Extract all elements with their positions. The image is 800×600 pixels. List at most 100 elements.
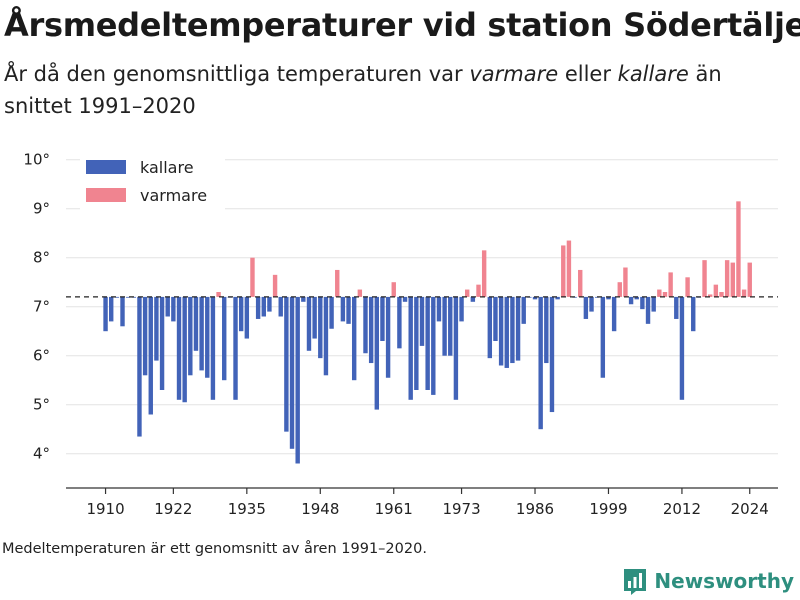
bar-1931 (222, 296, 227, 381)
subtitle-cold-word: kallare (617, 62, 689, 86)
bar-1935 (244, 296, 250, 339)
bar-1981 (504, 296, 509, 368)
bar-1934 (238, 296, 244, 332)
bar-1948 (318, 296, 323, 359)
legend-swatch-kallare (86, 160, 126, 174)
bar-1938 (261, 296, 266, 317)
bar-1978 (487, 296, 493, 359)
bar-2012 (679, 296, 685, 400)
bar-2005 (640, 296, 645, 310)
bar-1971 (448, 296, 453, 356)
bar-1974 (465, 289, 470, 297)
bar-1936 (250, 257, 255, 297)
bar-1999 (606, 296, 611, 300)
bar-2004 (634, 296, 639, 300)
bar-1987 (538, 296, 543, 430)
bar-1986 (532, 296, 538, 300)
bar-1980 (498, 296, 504, 366)
bar-1916 (137, 296, 142, 437)
bar-1924 (182, 296, 187, 403)
subtitle-pre: År då den genomsnittliga temperaturen va… (4, 62, 470, 86)
bar-1930 (216, 292, 221, 297)
bar-1917 (142, 296, 148, 376)
bar-1951 (335, 269, 340, 297)
bar-1952 (340, 296, 346, 322)
bar-2013 (685, 277, 690, 297)
x-tick-label: 1986 (516, 500, 554, 518)
bar-1995 (583, 296, 589, 319)
bar-1920 (159, 296, 165, 390)
bar-2001 (617, 282, 622, 297)
bar-1960 (385, 296, 391, 378)
legend-swatch-varmare (86, 188, 126, 202)
bar-1949 (323, 296, 329, 376)
bar-1983 (515, 296, 521, 361)
bar-1975 (470, 296, 476, 302)
legend: kallare varmare (80, 153, 225, 213)
bar-2002 (623, 267, 628, 297)
bar-1973 (459, 296, 464, 322)
bar-1946 (306, 296, 312, 351)
bar-1928 (205, 296, 210, 378)
bar-1927 (199, 296, 204, 371)
bar-2024 (747, 262, 752, 297)
bar-2009 (662, 292, 668, 297)
bar-1964 (408, 296, 413, 400)
bar-1940 (272, 274, 278, 297)
bar-1921 (165, 296, 170, 317)
y-axis: 4° 5° 6° 7° 8° 9° 10° (23, 151, 50, 463)
bar-1979 (493, 296, 498, 341)
temperature-bar-chart: 4° 5° 6° 7° 8° 9° 10° 1910 1922 1935 1948 1961 1973… (23, 151, 778, 518)
brand-logo[interactable]: Newsworthy (622, 567, 794, 595)
bar-2023 (741, 289, 747, 297)
bar-1994 (578, 269, 583, 297)
subtitle-post: än snittet 1991–2020 (4, 62, 722, 118)
bar-1968 (431, 296, 436, 395)
bar-1929 (210, 296, 216, 400)
bar-1941 (278, 296, 283, 317)
bar-1969 (436, 296, 442, 322)
bar-2007 (651, 296, 656, 312)
bar-1962 (397, 296, 402, 349)
bar-1910 (103, 296, 108, 332)
footnote: Medeltemperaturen är ett genomsnitt av å… (2, 541, 427, 557)
bar-1954 (351, 296, 357, 381)
x-tick-label: 1999 (589, 500, 627, 518)
bar-1965 (414, 296, 419, 390)
page-title: Årsmedeltemperaturer vid station Södertä… (4, 6, 800, 44)
bar-1950 (329, 296, 334, 329)
bar-2016 (702, 260, 707, 297)
bar-1953 (346, 296, 351, 324)
bar-2018 (713, 284, 719, 297)
bar-2008 (657, 289, 662, 297)
x-tick-label: 2024 (731, 500, 769, 518)
y-tick-label: 4° (33, 445, 50, 463)
bar-1939 (267, 296, 272, 312)
bar-1961 (391, 282, 396, 297)
subtitle-mid: eller (558, 62, 618, 86)
bar-1942 (284, 296, 289, 432)
bar-1996 (589, 296, 594, 312)
bar-1914 (125, 296, 131, 298)
x-tick-label: 2012 (663, 500, 701, 518)
y-tick-label: 9° (33, 200, 50, 218)
bar-1912 (114, 296, 120, 298)
bar-1957 (368, 296, 374, 364)
bar-1922 (171, 296, 176, 322)
brand-name: Newsworthy (654, 569, 794, 593)
x-tick-label: 1935 (228, 500, 266, 518)
bar-1990 (555, 296, 560, 300)
bar-1991 (561, 245, 566, 297)
bar-1963 (402, 296, 408, 302)
bar-1958 (374, 296, 379, 410)
bar-2019 (719, 292, 724, 297)
bar-1976 (476, 284, 481, 297)
bar-2000 (611, 296, 617, 332)
bar-1947 (312, 296, 317, 339)
subtitle-warm-word: varmare (469, 62, 559, 86)
bar-1919 (154, 296, 159, 361)
bars (103, 201, 752, 464)
bar-2003 (628, 296, 634, 305)
x-tick-label: 1961 (375, 500, 413, 518)
legend-label-varmare: varmare (140, 186, 207, 205)
